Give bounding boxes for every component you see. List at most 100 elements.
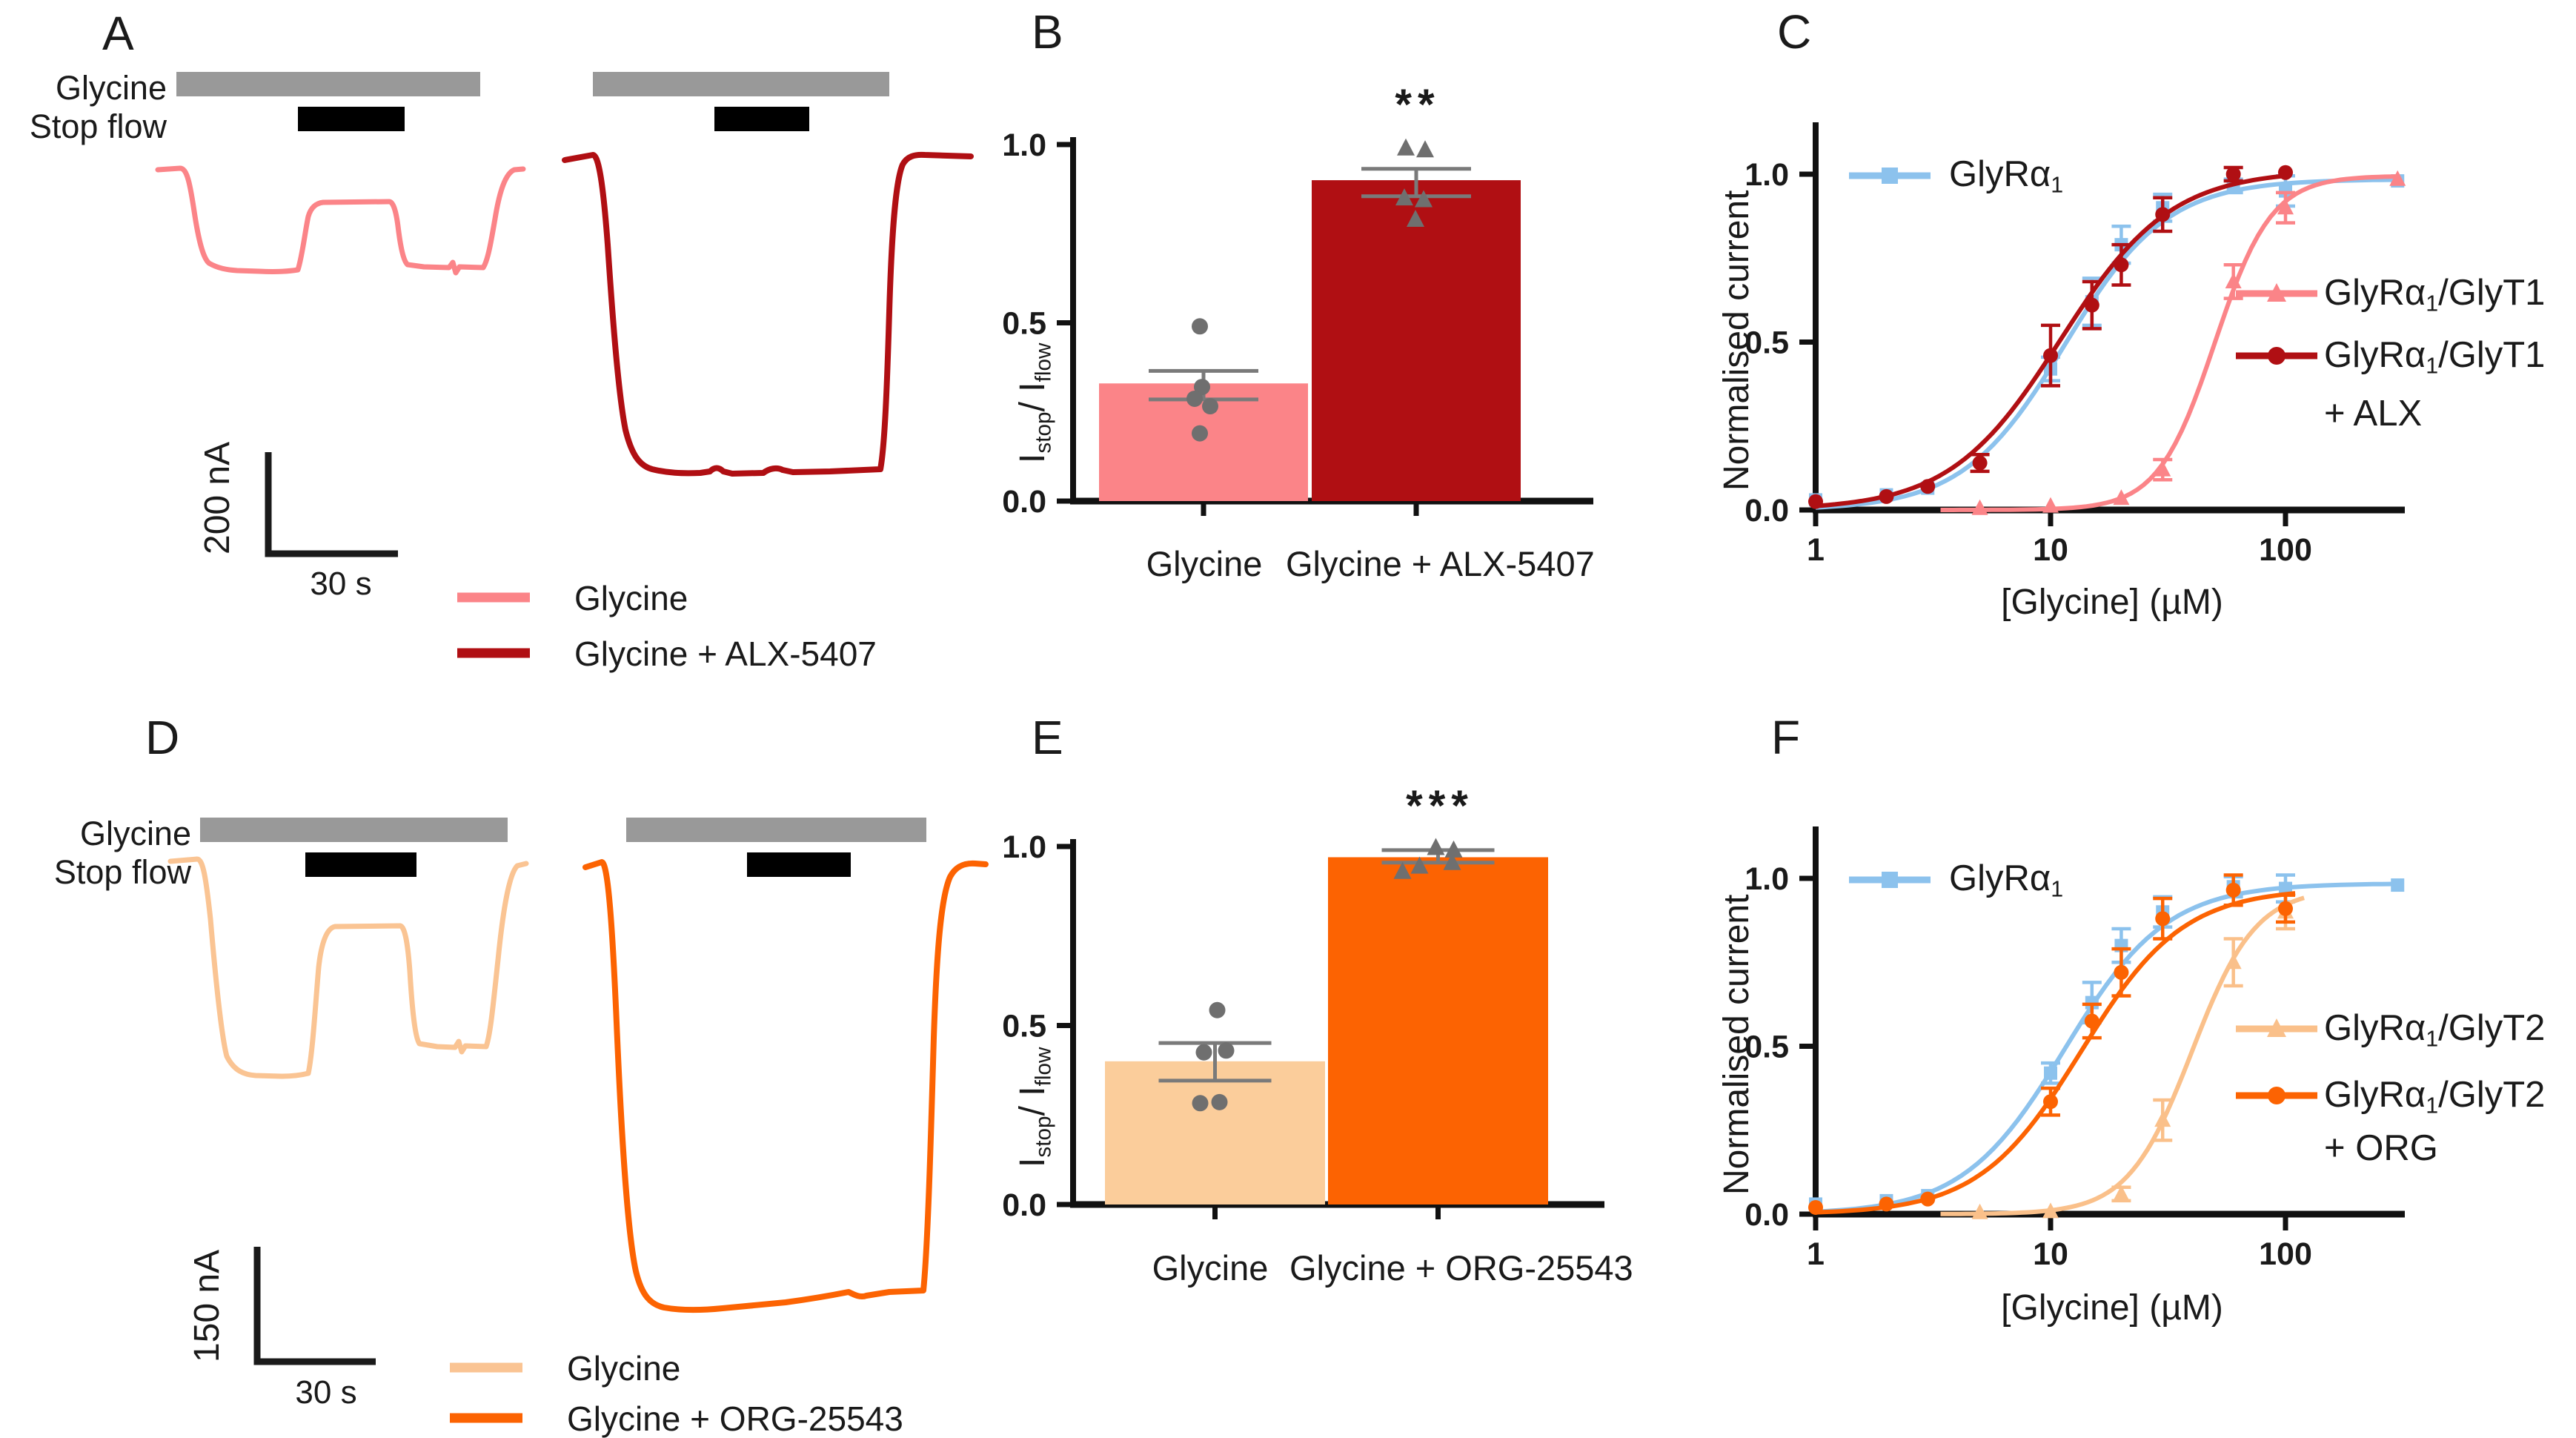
label-part: stop [1031,411,1056,454]
dose-response-curve [1815,177,2398,510]
data-point [1410,856,1429,874]
label-part: 1 [2426,353,2439,379]
label-part: /GlyT2 [2438,1008,2546,1048]
legend-marker [2267,1018,2286,1037]
label-part: 1 [2051,876,2064,902]
glycine-trace [167,856,529,1079]
data-point [1443,852,1461,870]
data-point [1971,1203,1988,1219]
y-tick-label: 0.5 [1002,306,1046,342]
panel-c-legend-alx-suffix: + ALX [2324,394,2423,434]
stop-flow-bar [714,107,809,131]
label-part: /GlyT2 [2438,1075,2546,1115]
panel-f-legend-glyra1: GlyRα1 [1949,858,2064,902]
label-part: 1 [2426,1026,2439,1052]
data-point [2225,272,2242,288]
data-point [1211,1093,1228,1110]
data-point [1416,140,1434,158]
panel-e-letter: E [1032,711,1063,764]
data-point [1186,390,1203,407]
x-tick-label: 10 [2033,532,2068,568]
legend-marker [2267,283,2286,302]
x-tick-label: 100 [2259,532,2312,568]
data-point [1879,488,1894,504]
panel-b-significance: ** [1395,81,1441,129]
label-part: 1 [2051,172,2064,198]
data-point [1218,1042,1235,1059]
panel-d-legend-org: Glycine + ORG-25543 [567,1399,903,1438]
panel-a-stopflow-label: Stop flow [29,107,167,145]
label-part: GlyRα [2324,335,2426,375]
scale-bar [253,1247,376,1365]
label-part: / I [1013,1086,1052,1116]
data-point [1427,838,1445,855]
label-part: GlyRα [1949,154,2051,194]
stop-flow-bar [305,852,416,877]
data-point [1415,190,1433,208]
data-point [1194,379,1210,396]
panel-d-legend-glycine: Glycine [567,1349,681,1388]
panel-c-legend-glyt1: GlyRα1/GlyT1 [2324,274,2545,316]
data-point [2113,489,2130,506]
dose-response-curve [1815,881,2398,1214]
panel-f-letter: F [1771,711,1801,764]
y-tick-label: 1.0 [1745,157,1789,193]
legend-marker [1882,872,1898,888]
panel-d-letter: D [145,711,180,764]
panel-d-scale-current-label: 150 nA [187,1249,227,1362]
data-point [1192,318,1208,335]
data-point [2113,1184,2130,1201]
data-point [2277,199,2294,215]
legend-marker [2268,347,2285,365]
data-point [2154,1111,2171,1127]
data-point [1971,499,1988,515]
data-point [1209,1001,1226,1018]
label-part: stop [1031,1116,1056,1158]
y-tick-label: 0.0 [1745,1197,1789,1233]
data-point [2084,1013,2099,1029]
y-tick-label: 0.0 [1745,493,1789,529]
data-point [1192,425,1208,442]
data-point [2278,165,2293,180]
glycine-application-bar [200,818,508,842]
glycine-trace [155,165,526,276]
panel-a-scale-current-label: 200 nA [198,441,237,554]
data-point [1195,1044,1212,1061]
scale-bar [265,452,398,557]
data-point [2225,167,2241,182]
dose-response-curve [1940,174,2398,512]
glycine-application-bar [593,72,889,96]
data-point [2042,1202,2059,1219]
stop-flow-bar [747,852,851,877]
data-point [1395,188,1413,206]
label-part: /GlyT1 [2438,273,2546,313]
panel-b-letter: B [1032,5,1063,59]
data-point [2389,170,2406,186]
dose-response-curve [1815,891,2296,1215]
panel-d-glycine-label: Glycine [79,815,191,852]
glycine-org-trace [582,859,989,1313]
panel-f-legend-glyt2-org: GlyRα1/GlyT2 [2324,1076,2545,1118]
panel-c-xlabel: [Glycine] (µM) [2001,583,2223,622]
data-point [1202,398,1218,415]
label-part: I [1013,1157,1052,1167]
data-point [1972,455,1988,471]
data-point [1397,138,1415,156]
y-tick-label: 0.5 [1745,1030,1789,1065]
panel-a-glycine-label: Glycine [55,69,167,107]
stop-flow-bar [298,107,405,131]
data-point [2042,497,2059,513]
x-tick-label: 100 [2259,1236,2312,1272]
data-point [1808,494,1823,509]
y-tick-label: 0.5 [1002,1009,1046,1044]
panel-e-significance: *** [1406,782,1474,830]
panel-a-legend-glycine: Glycine [574,579,688,617]
label-part: 1 [2426,1093,2439,1119]
panel-a-letter: A [102,7,134,60]
panel-b-cat-glycine: Glycine [1146,544,1263,583]
x-tick-label: 1 [1807,1236,1825,1272]
y-tick-label: 1.0 [1745,861,1789,897]
label-part: GlyRα [1949,858,2051,898]
data-point [2044,1066,2057,1080]
